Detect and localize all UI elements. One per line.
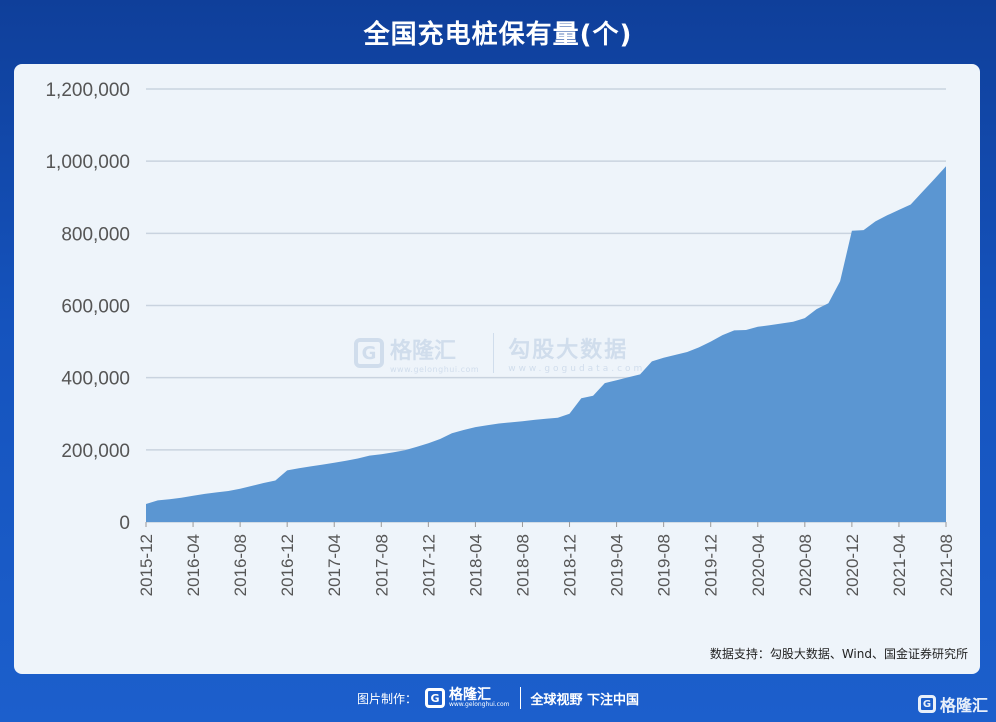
x-tick-label: 2020-04 [749, 534, 768, 596]
y-tick-label: 400,000 [61, 369, 130, 390]
x-tick-label: 2017-12 [419, 534, 438, 596]
x-tick-label: 2015-12 [137, 534, 156, 596]
x-tick-label: 2019-08 [655, 534, 674, 596]
x-tick-label: 2021-04 [890, 534, 909, 596]
x-tick-label: 2018-08 [513, 534, 532, 596]
y-tick-label: 800,000 [61, 224, 130, 245]
corner-brand: G 格隆汇 [917, 692, 988, 716]
x-tick-label: 2020-12 [843, 534, 862, 596]
corner-logo-icon: G [917, 695, 936, 713]
footer-divider [519, 687, 521, 709]
footer-brand: G 格隆汇 www.gelonghui.com [424, 687, 510, 708]
y-tick-label: 200,000 [61, 441, 130, 462]
gelonghui-logo-icon: G [354, 338, 384, 368]
watermark-partner-url: www.gogudata.com [508, 364, 646, 374]
footer-logo-icon: G [424, 688, 445, 708]
footer: 图片制作： G 格隆汇 www.gelonghui.com 全球视野 下注中国 [0, 680, 996, 716]
area-chart: 0 200,000 400,000 600,000 800,000 1,000,000 1,… [45, 80, 956, 596]
watermark-divider [493, 333, 495, 373]
x-tick-label: 2019-04 [608, 534, 627, 596]
footer-brand-url: www.gelonghui.com [448, 701, 510, 708]
watermark-partner-name: 勾股大数据 [508, 338, 629, 363]
x-tick-label: 2018-04 [466, 534, 485, 596]
y-tick-label: 0 [119, 513, 130, 534]
y-tick-label: 1,200,000 [45, 80, 130, 101]
watermark-brand-url: www.gelonghui.com [390, 364, 480, 374]
x-tick-label: 2016-04 [184, 534, 203, 596]
x-tick-label: 2019-12 [702, 534, 721, 596]
y-tick-label: 600,000 [61, 297, 130, 318]
watermark: G 格隆汇 www.gelonghui.com 勾股大数据 www.goguda… [354, 332, 645, 374]
footer-brand-name: 格隆汇 [448, 687, 491, 703]
corner-brand-name: 格隆汇 [939, 696, 988, 715]
footer-label: 图片制作： [356, 691, 417, 706]
y-tick-label: 1,000,000 [45, 152, 130, 173]
x-tick-label: 2018-12 [561, 534, 580, 596]
area-series [146, 166, 946, 522]
watermark-brand: G 格隆汇 www.gelonghui.com [354, 333, 479, 374]
chart-panel: 0 200,000 400,000 600,000 800,000 1,000,000 1,… [14, 64, 980, 674]
x-tick-label: 2017-08 [372, 534, 391, 596]
x-tick-label: 2021-08 [937, 534, 956, 596]
source-note: 数据支持：勾股大数据、Wind、国金证券研究所 [709, 647, 968, 661]
x-tick-label: 2020-08 [796, 534, 815, 596]
x-tick-label: 2016-08 [231, 534, 250, 596]
watermark-brand-name: 格隆汇 [390, 338, 457, 364]
footer-slogan: 全球视野 下注中国 [530, 692, 640, 708]
x-tick-label: 2016-12 [278, 534, 297, 596]
chart-title: 全国充电桩保有量(个) [363, 20, 633, 50]
x-tick-label: 2017-04 [325, 534, 344, 596]
